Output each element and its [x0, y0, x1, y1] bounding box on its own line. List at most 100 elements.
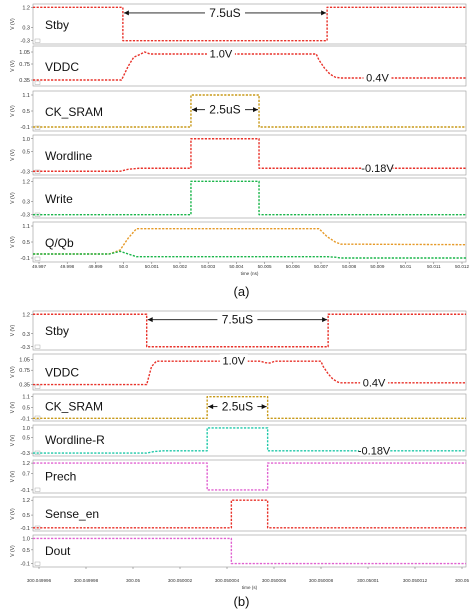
- y-tick-label: 1.05: [19, 357, 30, 363]
- y-unit-label: V (V): [10, 508, 16, 520]
- arrowhead-right: [321, 10, 327, 16]
- panel-ck-sram: 1.1 0.5 -0.1 V (V) CK_SRAM 2.5uS: [10, 393, 467, 422]
- annotation-bg: [206, 47, 235, 59]
- y-tick-label: 0.35: [19, 78, 30, 84]
- panel-corner-box: [34, 80, 41, 85]
- y-tick-label: 0.3: [22, 199, 30, 205]
- y-tick-label: 0.3: [22, 25, 30, 31]
- x-tick-label: 50.007: [314, 264, 328, 269]
- y-tick-label: -0.1: [21, 416, 30, 422]
- panel-frame: [32, 534, 467, 568]
- series-line-0: [33, 51, 466, 81]
- y-unit-label: V (V): [10, 324, 16, 336]
- x-tick-label: 50.003: [201, 264, 215, 269]
- panel-vddc: 1.05 0.75 0.35V (V) VDDC 1.0V 0.4V: [10, 45, 467, 87]
- y-tick-label: 0.5: [22, 149, 30, 155]
- value-annotation: 0.4V: [363, 377, 386, 389]
- annotation-bg: [360, 375, 389, 388]
- panel-write: 1.2 0.3 -0.3 V (V) Write: [10, 177, 467, 219]
- series-line-0: [33, 537, 466, 565]
- x-tick-label: 49.997: [32, 264, 46, 269]
- y-tick-label: 1.0: [22, 536, 30, 542]
- y-tick-label: 1.0: [22, 426, 30, 432]
- value-annotation: -0.18V: [358, 445, 391, 457]
- y-unit-label: V (V): [10, 60, 16, 72]
- panel-frame: [32, 459, 467, 494]
- y-tick-label: -0.1: [21, 125, 30, 131]
- series-line-0: [33, 94, 466, 128]
- x-tick-label: 300.049996: [27, 578, 52, 583]
- x-tick-label: 50.011: [427, 264, 441, 269]
- x-axis-label: time (ns): [241, 271, 259, 276]
- panel-corner-box: [34, 561, 41, 566]
- value-annotation: 1.0V: [222, 356, 245, 368]
- panel-frame: [32, 393, 467, 422]
- y-tick-label: 1.1: [22, 395, 30, 401]
- arrowhead-right: [322, 317, 328, 323]
- y-tick-label: 1.2: [22, 312, 30, 318]
- y-tick-label: 0.5: [22, 513, 30, 519]
- x-tick-label: 300.05001: [357, 578, 379, 583]
- value-annotation: 1.0V: [210, 49, 233, 61]
- y-tick-label: 0.5: [22, 548, 30, 554]
- arrowhead-left: [123, 10, 129, 16]
- x-tick-label: 50.006: [286, 264, 300, 269]
- y-unit-label: V (V): [10, 149, 16, 161]
- y-tick-label: -0.1: [21, 562, 30, 568]
- signal-label: Wordline: [45, 149, 92, 163]
- signal-label: VDDC: [45, 365, 79, 379]
- series-line-0: [33, 180, 466, 216]
- x-tick-label: 49.998: [60, 264, 74, 269]
- signal-label: Stby: [45, 18, 69, 32]
- x-tick-label: 50.005: [258, 264, 272, 269]
- y-unit-label: V (V): [10, 366, 16, 378]
- y-tick-label: -0.3: [21, 169, 30, 175]
- x-tick-label: 300.05: [455, 578, 469, 583]
- y-tick-label: 1.05: [19, 50, 30, 56]
- panel-corner-box: [34, 256, 41, 261]
- y-tick-label: 0.75: [19, 368, 30, 374]
- x-tick-label: 50.001: [145, 264, 159, 269]
- panel-corner-box: [34, 344, 41, 349]
- y-unit-label: V (V): [10, 105, 16, 117]
- y-tick-label: -0.3: [21, 451, 30, 457]
- panel-sense-en: 1.2 0.5 -0.1 V (V) Sense_en: [10, 496, 467, 532]
- panel-frame: [32, 177, 467, 219]
- y-tick-label: 1.0: [22, 137, 30, 143]
- y-tick-label: -0.3: [21, 213, 30, 219]
- panel-corner-box: [34, 125, 41, 130]
- x-tick-label: 50.009: [370, 264, 384, 269]
- x-tick-label: 300.050004: [215, 578, 240, 583]
- span-annotation: 7.5uS: [222, 313, 253, 327]
- y-tick-label: 1.2: [22, 5, 30, 11]
- series-line-0: [33, 462, 466, 491]
- signal-label: Prech: [45, 469, 76, 483]
- x-tick-label: 50.012: [455, 264, 469, 269]
- value-annotation: 0.4V: [366, 73, 389, 85]
- panel-corner-box: [34, 487, 41, 492]
- y-tick-label: 1.2: [22, 461, 30, 467]
- x-tick-label: 300.050008: [309, 578, 334, 583]
- series-line-0: [33, 6, 466, 42]
- series-line-0: [33, 138, 466, 172]
- y-tick-label: 1.1: [22, 93, 30, 99]
- panel-stby: 1.2 0.3 -0.3 V (V) Stby 7.5uS: [10, 310, 467, 351]
- y-tick-label: -0.3: [21, 39, 30, 45]
- panel-corner-box: [34, 384, 41, 389]
- panel-stby: 1.2 0.3 -0.3 V (V) Stby 7.5uS: [10, 3, 467, 45]
- y-tick-label: 0.35: [19, 383, 30, 389]
- signal-label: CK_SRAM: [45, 400, 103, 414]
- x-axis-label: time (s): [242, 585, 258, 590]
- span-annotation: 7.5uS: [209, 6, 240, 20]
- x-tick-label: 300.050006: [262, 578, 287, 583]
- panel-frame: [32, 3, 467, 45]
- panel-ck-sram: 1.1 0.5 -0.1 V (V) CK_SRAM 2.5uS: [10, 90, 467, 132]
- signal-label: VDDC: [45, 60, 79, 74]
- panel-frame: [32, 424, 467, 457]
- series-line-0: [33, 427, 466, 454]
- series-line-1: [33, 250, 466, 259]
- y-tick-label: 0.3: [22, 332, 30, 338]
